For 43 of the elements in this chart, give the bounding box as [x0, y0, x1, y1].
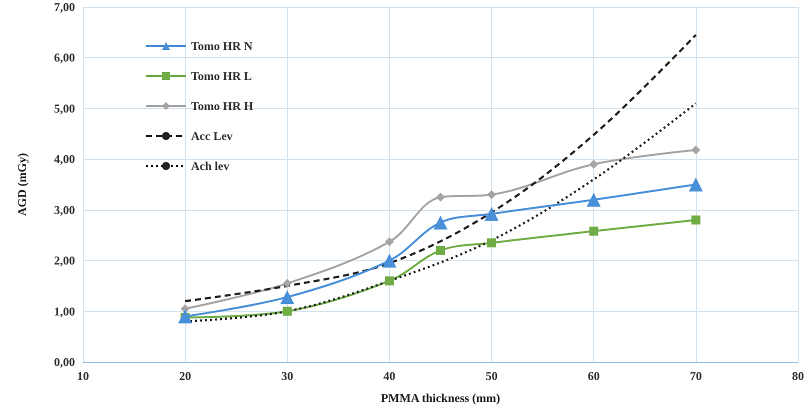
legend-label: Tomo HR L — [191, 69, 252, 83]
line-series — [184, 34, 697, 302]
point — [434, 216, 448, 230]
point — [484, 206, 499, 221]
x-tick-label: 70 — [690, 369, 702, 383]
point — [586, 192, 601, 207]
point — [691, 146, 700, 155]
point — [382, 254, 396, 268]
point — [384, 276, 394, 286]
legend-label: Acc Lev — [191, 129, 233, 143]
y-tick-label: 5,00 — [54, 101, 75, 116]
y-tick-label: 2,00 — [54, 254, 75, 268]
point — [688, 178, 703, 192]
y-axis-title: AGD (mGy) — [15, 153, 29, 216]
y-tick-label: 1,00 — [54, 304, 75, 318]
point — [436, 192, 445, 202]
x-tick-label: 60 — [588, 369, 600, 383]
legend-label: Ach lev — [191, 159, 230, 173]
x-tick-label: 50 — [486, 369, 498, 383]
point — [436, 246, 445, 255]
y-tick-label: 3,00 — [54, 202, 75, 217]
legend-label: Tomo HR H — [191, 99, 254, 113]
point — [282, 306, 292, 316]
point — [487, 190, 496, 200]
y-tick-label: 7,00 — [54, 0, 75, 14]
x-tick-label: 40 — [383, 369, 396, 383]
point — [589, 226, 598, 236]
point — [589, 160, 598, 169]
point — [384, 237, 394, 246]
point — [282, 278, 292, 288]
x-tick-label: 10 — [77, 369, 89, 383]
x-tick-label: 30 — [281, 369, 294, 383]
point — [691, 216, 700, 224]
y-tick-label: 6,00 — [54, 50, 75, 65]
y-tick-label: 0,00 — [54, 355, 75, 369]
x-tick-label: 80 — [792, 369, 804, 383]
x-axis-title: PMMA thickness (mm) — [380, 391, 500, 405]
x-tick-label: 20 — [179, 369, 192, 383]
point — [487, 238, 496, 248]
legend-label: Tomo HR N — [191, 39, 253, 53]
point — [178, 309, 192, 324]
point — [280, 290, 294, 304]
y-tick-label: 4,00 — [54, 152, 75, 166]
